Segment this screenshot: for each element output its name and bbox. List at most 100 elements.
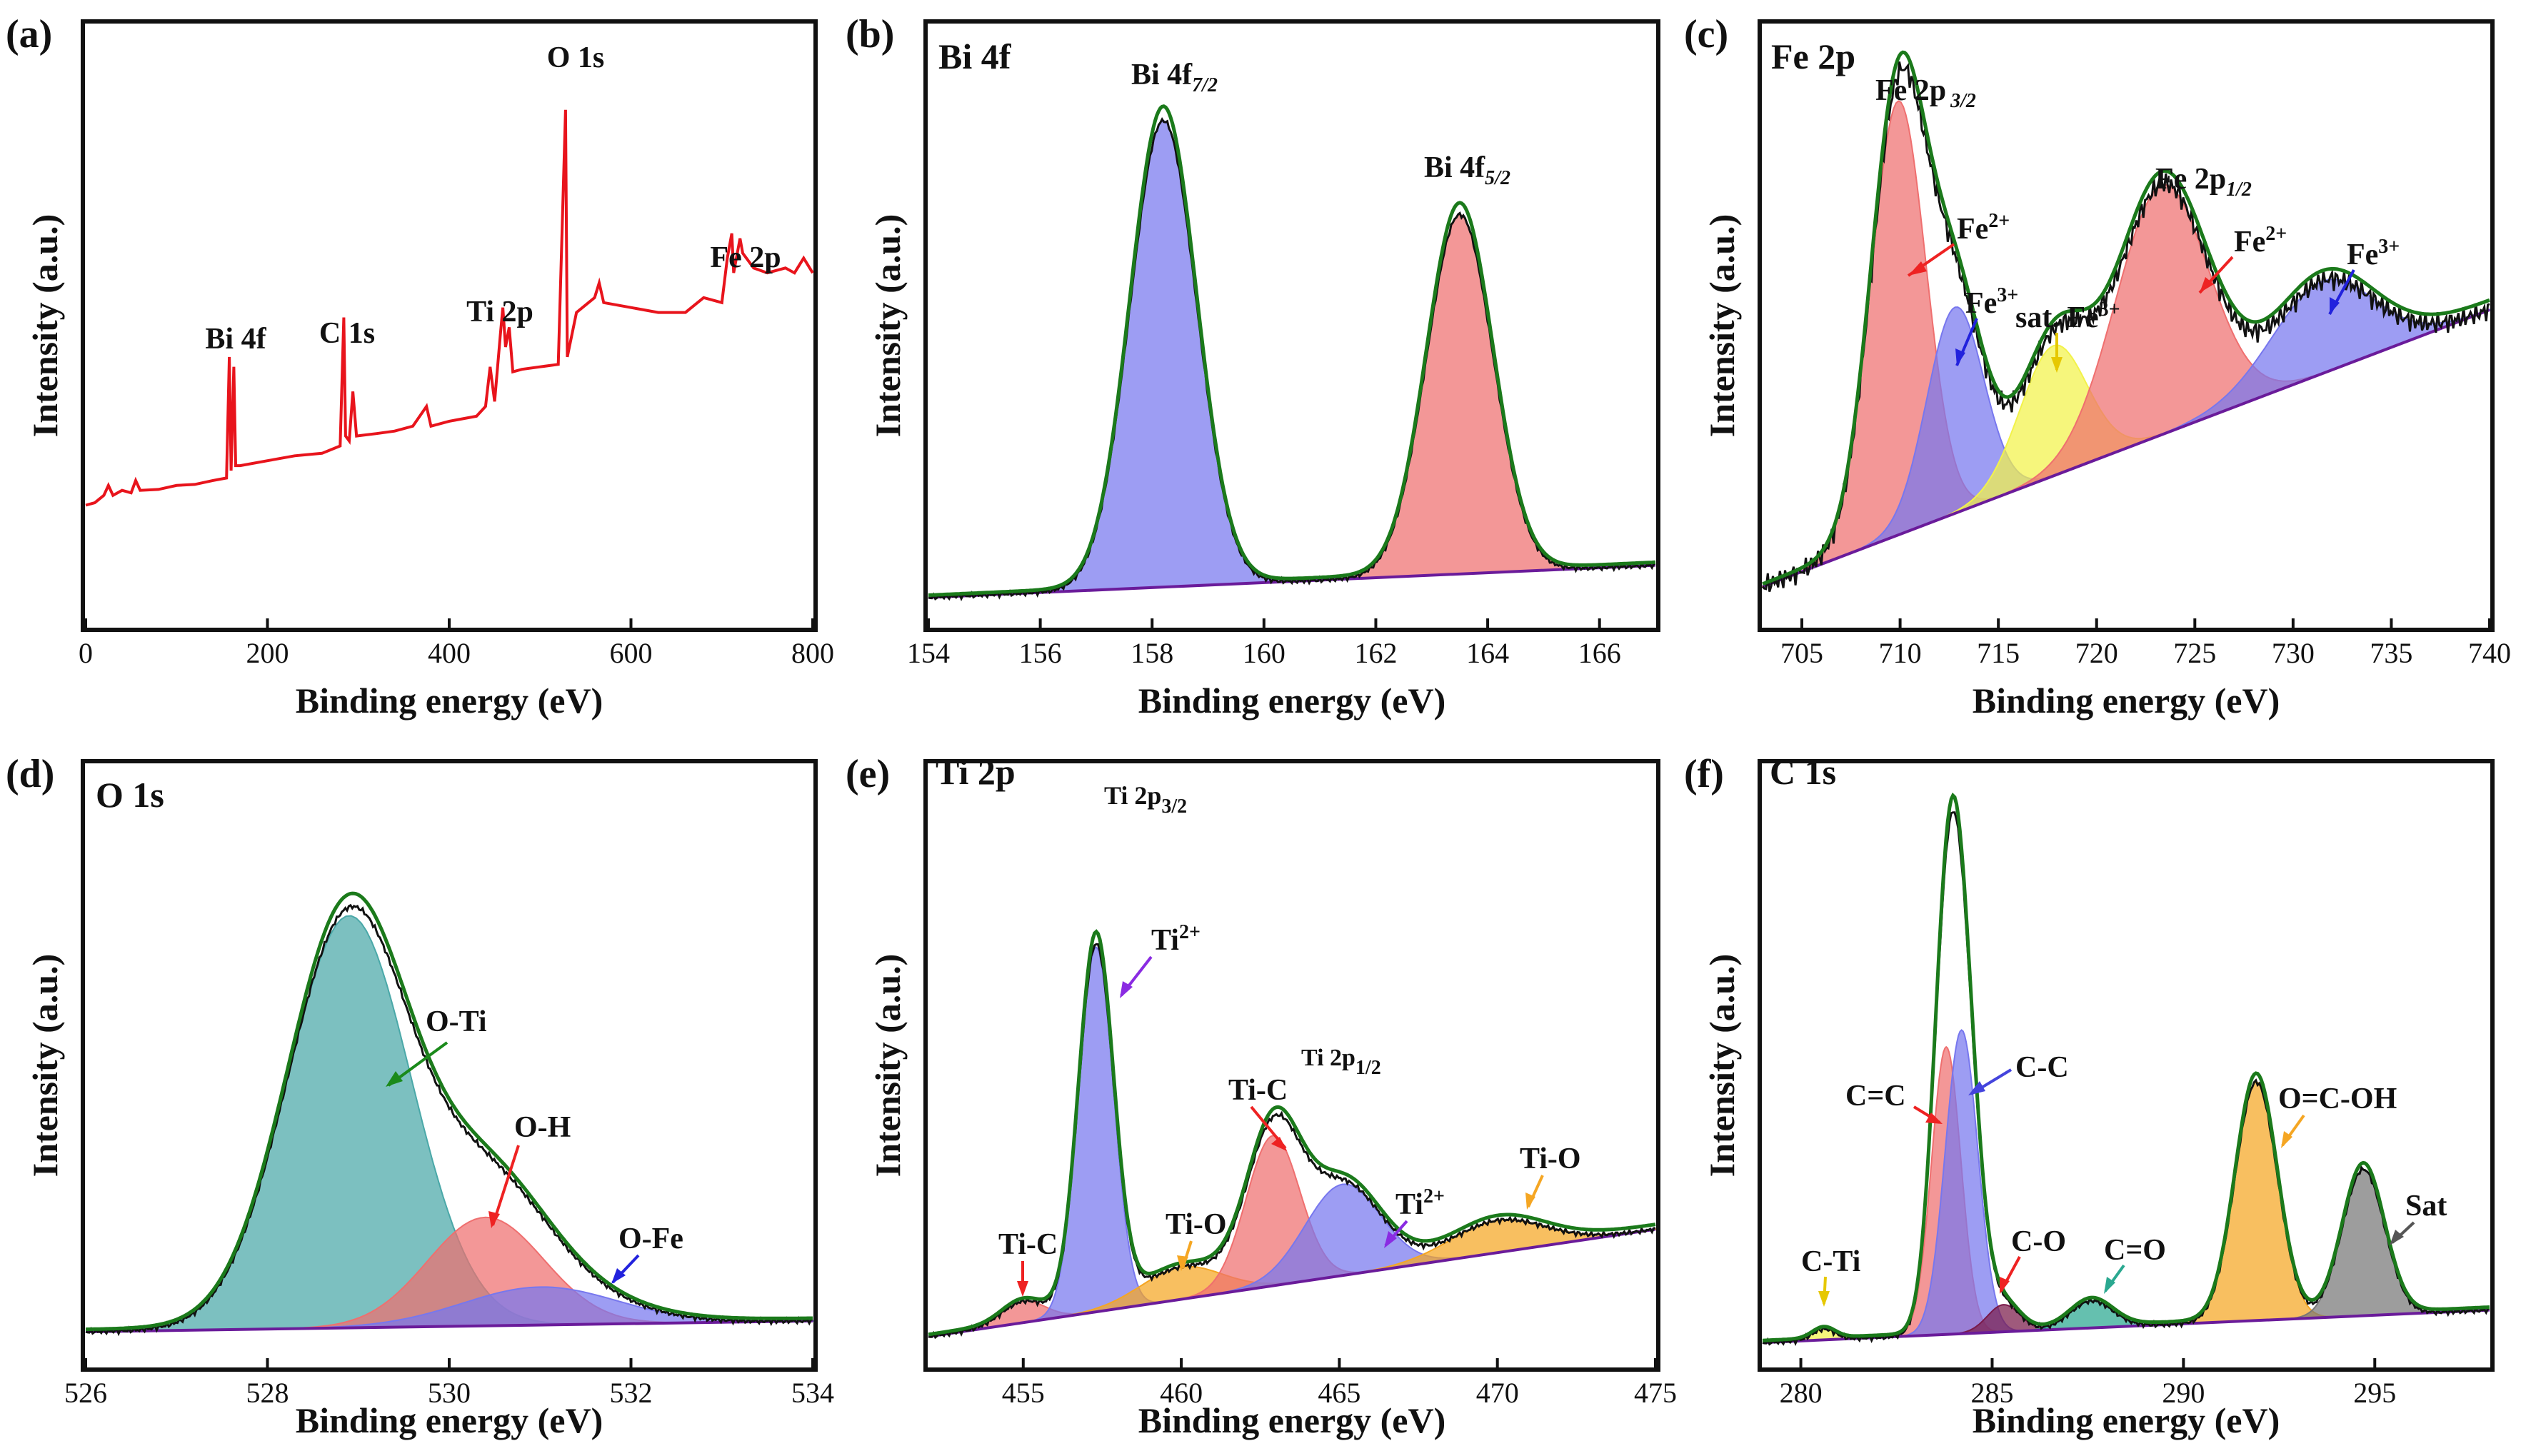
arrowhead-ti2plus-b xyxy=(1384,1231,1397,1248)
panel-f-tag: (f) xyxy=(1684,752,1724,796)
x-tick-label: 460 xyxy=(1160,1377,1203,1409)
panel-e-x-ticks: 455 460 465 470 475 xyxy=(1002,1358,1677,1409)
x-tick-label: 162 xyxy=(1354,637,1397,669)
x-tick-label: 715 xyxy=(1977,637,2020,669)
x-tick-label: 280 xyxy=(1780,1377,1823,1409)
arrowhead-ti-o-b xyxy=(1525,1193,1535,1210)
panel-f-plot xyxy=(1762,792,2490,1346)
label-ti2p32-sub: 3/2 xyxy=(1161,795,1187,818)
survey-spectrum-line xyxy=(85,109,814,507)
panel-d-plot xyxy=(85,891,813,1337)
label-ti2plus-b: Ti2+ xyxy=(1395,1185,1445,1221)
panel-c-fe2p: (c) 705 710 715 720 725 730 735 740 Binding ene… xyxy=(1684,12,2511,721)
label-bi4f52-main: Bi 4f xyxy=(1424,151,1485,184)
arrowhead-c-o xyxy=(2000,1277,2010,1294)
arrowhead-ti2plus-a xyxy=(1120,981,1133,998)
panel-e-title: Ti 2p xyxy=(936,752,1016,792)
label-bi4f52: Bi 4f5/2 xyxy=(1424,151,1510,189)
label-fe2p32: Fe 2p 3/2 xyxy=(1875,74,1976,112)
panel-f-xlabel: Binding energy (eV) xyxy=(1973,1400,2280,1440)
panel-c-x-ticks: 705 710 715 720 725 730 735 740 xyxy=(1780,618,2511,669)
label-fe2p12: Fe 2p1/2 xyxy=(2155,163,2252,201)
x-tick-label: 285 xyxy=(1970,1377,2013,1409)
panel-a-xlabel: Binding energy (eV) xyxy=(296,681,603,721)
panel-a-ylabel: Intensity (a.u.) xyxy=(25,214,65,438)
label-sat-fe3plus: sat. Fe3+ xyxy=(2015,298,2120,334)
label-ti2plus-b-main: Ti xyxy=(1395,1188,1423,1221)
arrowhead-ti-o-a xyxy=(1177,1255,1188,1271)
x-tick-label: 800 xyxy=(791,637,834,669)
label-bi4f72: Bi 4f7/2 xyxy=(1131,59,1218,96)
baseline-line xyxy=(85,1319,813,1334)
arrowhead-fe2plus-b xyxy=(2200,277,2214,293)
label-o1s: O 1s xyxy=(547,41,605,74)
x-tick-label: 455 xyxy=(1002,1377,1045,1409)
label-c-eq-c: C=C xyxy=(1845,1080,1906,1113)
panel-c-ylabel: Intensity (a.u.) xyxy=(1702,214,1742,438)
x-tick-label: 735 xyxy=(2370,637,2412,669)
x-tick-label: 725 xyxy=(2173,637,2216,669)
label-ti2p: Ti 2p xyxy=(466,296,533,328)
label-ocooh: O=C-OH xyxy=(2278,1083,2397,1115)
label-fe3plus-a-main: Fe xyxy=(1965,287,1997,320)
label-ti2plus-a-main: Ti xyxy=(1151,924,1179,957)
label-fe2plus-b: Fe2+ xyxy=(2234,223,2287,258)
raw-data-line xyxy=(1761,61,2490,593)
x-tick-label: 710 xyxy=(1879,637,1922,669)
label-fe2p32-sub: 3/2 xyxy=(1950,90,1976,112)
label-c-eq-o: C=O xyxy=(2104,1234,2166,1267)
x-tick-label: 475 xyxy=(1634,1377,1677,1409)
label-sat-fe3plus-sup: 3+ xyxy=(2099,298,2120,321)
panel-a-survey: (a) 0 200 400 600 800 Binding energy (eV) In… xyxy=(6,12,834,721)
label-c-ti: C-Ti xyxy=(1801,1245,1861,1278)
x-tick-label: 295 xyxy=(2353,1377,2396,1409)
x-tick-label: 600 xyxy=(610,637,653,669)
label-c-o: C-O xyxy=(2011,1225,2066,1258)
fit-envelope-line xyxy=(1762,792,2490,1342)
panel-c-frame xyxy=(1758,19,2495,632)
panel-b-xlabel: Binding energy (eV) xyxy=(1138,681,1446,721)
panel-b-tag: (b) xyxy=(846,12,894,56)
arrowhead-c-c xyxy=(1968,1081,1985,1095)
panel-d-xlabel: Binding energy (eV) xyxy=(296,1400,603,1440)
label-ti-o-b: Ti-O xyxy=(1520,1143,1581,1175)
panel-d-tag: (d) xyxy=(6,752,54,796)
x-tick-label: 154 xyxy=(907,637,950,669)
component-peak xyxy=(1271,214,1648,583)
label-c-c: C-C xyxy=(2015,1051,2069,1084)
label-fe2p12-main: Fe 2p xyxy=(2155,163,2226,196)
label-bi4f52-sub: 5/2 xyxy=(1485,167,1510,189)
raw-data-line xyxy=(928,943,1656,1340)
x-tick-label: 740 xyxy=(2468,637,2511,669)
panel-c-xlabel: Binding energy (eV) xyxy=(1973,681,2280,721)
label-ti-o-a: Ti-O xyxy=(1166,1208,1227,1241)
label-o-ti: O-Ti xyxy=(426,1005,487,1038)
arrowhead-ti-c-a xyxy=(1017,1281,1028,1297)
label-fe3plus-b-main: Fe xyxy=(2347,239,2378,271)
label-ti2p32-main: Ti 2p xyxy=(1104,781,1161,810)
x-tick-label: 160 xyxy=(1243,637,1285,669)
panel-b-plot xyxy=(928,104,1656,601)
raw-data-line xyxy=(1762,811,2490,1346)
fit-envelope-line xyxy=(928,104,1656,597)
x-tick-label: 400 xyxy=(428,637,471,669)
x-tick-label: 470 xyxy=(1476,1377,1519,1409)
label-fe2plus-a: Fe2+ xyxy=(1957,210,2010,246)
arrowhead-sat xyxy=(2051,357,2063,373)
panel-e-ti2p: (e) 455 460 465 470 475 Binding energy (eV) … xyxy=(846,752,1677,1440)
label-bi4f: Bi 4f xyxy=(205,323,266,356)
panel-d-title: O 1s xyxy=(96,775,164,815)
label-ti2plus-a: Ti2+ xyxy=(1151,921,1201,957)
raw-data-line xyxy=(928,116,1656,601)
arrowhead-o-h xyxy=(488,1211,500,1228)
label-bi4f72-main: Bi 4f xyxy=(1131,59,1193,91)
label-sat: Sat xyxy=(2405,1190,2447,1222)
label-o-h: O-H xyxy=(514,1111,571,1144)
x-tick-label: 720 xyxy=(2075,637,2118,669)
x-tick-label: 730 xyxy=(2272,637,2315,669)
panel-b-title: Bi 4f xyxy=(938,36,1012,76)
label-fe2p12-sub: 1/2 xyxy=(2226,179,2252,201)
panel-a-x-ticks: 0 200 400 600 800 xyxy=(79,618,834,669)
arrowhead-c-ti xyxy=(1818,1291,1830,1307)
